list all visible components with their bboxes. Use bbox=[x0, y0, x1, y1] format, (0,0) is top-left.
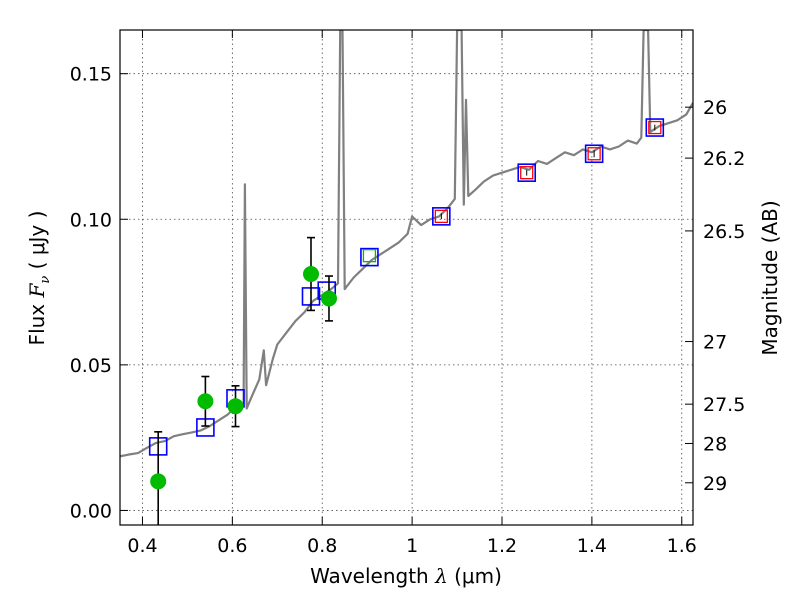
observed-point bbox=[197, 393, 214, 410]
y-tick-label: 0.15 bbox=[70, 64, 112, 86]
model-photometry-square bbox=[360, 247, 379, 267]
nir-observed-square bbox=[520, 166, 534, 180]
model-photometry-square bbox=[584, 144, 604, 164]
marker-layer bbox=[148, 118, 665, 525]
x-tick-label: 1.4 bbox=[577, 535, 607, 557]
grid-layer bbox=[120, 30, 693, 525]
tick-layer: 0.4 0.6 0.8 1 1.2 1.4 1.6 0.00 0.05 0.10 0.15 26 26.… bbox=[70, 30, 745, 557]
x-tick-label: 0.6 bbox=[217, 535, 247, 557]
y2-tick-label: 29 bbox=[703, 473, 727, 495]
y-tick-label: 0.10 bbox=[70, 209, 112, 231]
model-photometry-square bbox=[645, 118, 665, 137]
y2-tick-label: 27.5 bbox=[703, 394, 745, 416]
observed-point bbox=[303, 266, 319, 283]
y2-tick-label: 28 bbox=[703, 433, 727, 455]
y-tick-label: 0.00 bbox=[70, 500, 112, 522]
model-photometry-square bbox=[432, 207, 451, 226]
x-tick-label: 0.8 bbox=[307, 535, 337, 557]
z-band-square bbox=[362, 249, 377, 263]
x-axis-label: Wavelength λ (μm) bbox=[310, 564, 502, 588]
nir-observed-square bbox=[587, 147, 601, 161]
x-tick-label: 1.2 bbox=[487, 535, 517, 557]
y2-tick-label: 26.2 bbox=[703, 148, 745, 170]
x-tick-label: 0.4 bbox=[127, 535, 157, 557]
plot-frame bbox=[119, 29, 694, 526]
y2-axis-label: Magnitude (AB) bbox=[758, 200, 782, 355]
model-photometry-square bbox=[517, 163, 537, 182]
x-tick-label: 1.6 bbox=[667, 535, 697, 557]
x-tick-label: 1 bbox=[406, 535, 418, 557]
y-tick-label: 0.05 bbox=[70, 355, 112, 377]
y2-tick-label: 26 bbox=[703, 97, 727, 119]
y-axis-label: Flux Fν ( μJy ) bbox=[25, 211, 53, 346]
y2-tick-label: 26.5 bbox=[703, 221, 745, 243]
observed-point bbox=[320, 290, 337, 307]
observed-point bbox=[150, 473, 167, 490]
nir-observed-square bbox=[648, 120, 662, 135]
y2-tick-label: 27 bbox=[703, 332, 727, 354]
nir-observed-square bbox=[434, 209, 448, 224]
observed-point bbox=[227, 398, 244, 415]
